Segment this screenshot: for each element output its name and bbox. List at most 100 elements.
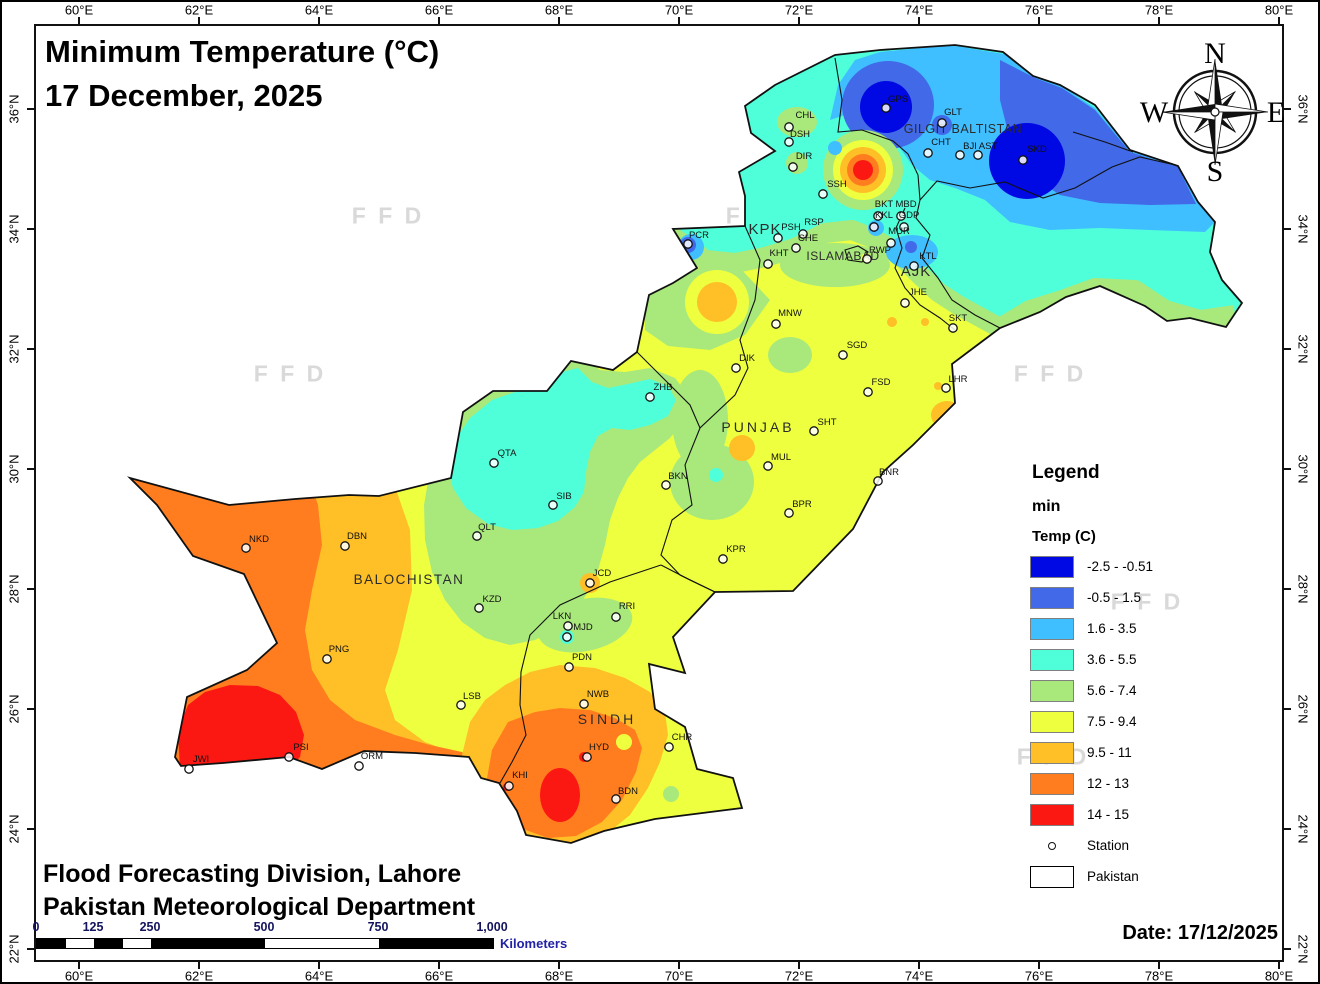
station-marker[interactable] (340, 541, 350, 551)
station-marker[interactable] (582, 752, 592, 762)
station-png[interactable]: PNG (322, 644, 349, 664)
station-bkt[interactable]: BKT (873, 199, 894, 221)
station-marker[interactable] (585, 578, 595, 588)
station-pcr[interactable]: PCR (683, 230, 709, 249)
station-orm[interactable]: ORM (354, 751, 383, 771)
station-marker[interactable] (354, 761, 364, 771)
station-dir[interactable]: DIR (788, 151, 813, 172)
station-marker[interactable] (788, 162, 798, 172)
station-dik[interactable]: DIK (731, 353, 756, 373)
station-marker[interactable] (241, 543, 251, 553)
station-marker[interactable] (771, 319, 781, 329)
station-khi[interactable]: KHI (504, 770, 528, 791)
station-marker[interactable] (862, 254, 872, 264)
station-marker[interactable] (900, 298, 910, 308)
station-ktl[interactable]: KTL (909, 251, 937, 271)
station-kzd[interactable]: KZD (474, 594, 502, 613)
station-marker[interactable] (563, 621, 573, 631)
station-kkl[interactable]: KKL (869, 210, 893, 232)
station-lhr[interactable]: LHR (941, 374, 968, 393)
station-marker[interactable] (322, 654, 332, 664)
station-marker[interactable] (683, 239, 693, 249)
station-marker[interactable] (948, 323, 958, 333)
station-marker[interactable] (869, 222, 879, 232)
station-marker[interactable] (773, 233, 783, 243)
station-kpr[interactable]: KPR (718, 544, 746, 564)
station-dbn[interactable]: DBN (340, 531, 367, 551)
station-marker[interactable] (472, 531, 482, 541)
station-marker[interactable] (664, 742, 674, 752)
station-ssh[interactable]: SSH (818, 179, 847, 199)
station-marker[interactable] (863, 387, 873, 397)
station-marker[interactable] (661, 480, 671, 490)
station-marker[interactable] (579, 699, 589, 709)
station-marker[interactable] (1018, 155, 1028, 165)
station-marker[interactable] (611, 794, 621, 804)
station-lkn[interactable]: LKN (553, 611, 573, 631)
station-sht[interactable]: SHT (809, 417, 837, 436)
station-che[interactable]: CHE (791, 233, 818, 253)
station-marker[interactable] (838, 350, 848, 360)
station-marker[interactable] (284, 752, 294, 762)
station-marker[interactable] (899, 222, 909, 232)
station-marker[interactable] (791, 243, 801, 253)
station-rri[interactable]: RRI (611, 601, 635, 622)
station-marker[interactable] (798, 229, 808, 239)
station-marker[interactable] (731, 363, 741, 373)
station-marker[interactable] (973, 150, 983, 160)
station-marker[interactable] (784, 508, 794, 518)
station-marker[interactable] (909, 261, 919, 271)
station-marker[interactable] (873, 476, 883, 486)
station-dsh[interactable]: DSH (784, 129, 810, 147)
station-marker[interactable] (923, 148, 933, 158)
station-marker[interactable] (504, 781, 514, 791)
station-marker[interactable] (955, 150, 965, 160)
station-mnw[interactable]: MNW (771, 308, 802, 329)
station-bji[interactable]: BJI (955, 141, 977, 160)
station-cht[interactable]: CHT (923, 137, 951, 158)
station-bnr[interactable]: BNR (873, 467, 899, 486)
station-mul[interactable]: MUL (763, 452, 791, 471)
station-rwp[interactable]: RWP (862, 245, 891, 264)
station-jwi[interactable]: JWI (184, 754, 209, 774)
station-glt[interactable]: GLT (937, 107, 962, 128)
station-bdn[interactable]: BDN (611, 786, 638, 804)
station-marker[interactable] (763, 259, 773, 269)
station-marker[interactable] (474, 603, 484, 613)
station-qta[interactable]: QTA (489, 448, 517, 468)
station-marker[interactable] (564, 662, 574, 672)
station-marker[interactable] (718, 554, 728, 564)
station-mur[interactable]: MUR (886, 226, 910, 248)
station-marker[interactable] (548, 500, 558, 510)
station-zhb[interactable]: ZHB (645, 382, 673, 402)
station-sib[interactable]: SIB (548, 491, 572, 510)
station-qlt[interactable]: QLT (472, 522, 496, 541)
station-nkd[interactable]: NKD (241, 534, 269, 553)
station-bpr[interactable]: BPR (784, 499, 812, 518)
station-marker[interactable] (763, 461, 773, 471)
station-marker[interactable] (784, 122, 794, 132)
station-lsb[interactable]: LSB (456, 691, 481, 710)
station-marker[interactable] (818, 189, 828, 199)
station-marker[interactable] (881, 103, 891, 113)
station-nwb[interactable]: NWB (579, 689, 609, 709)
station-gdp[interactable]: GDP (899, 210, 920, 232)
station-psh[interactable]: PSH (773, 222, 801, 243)
station-marker[interactable] (184, 764, 194, 774)
station-marker[interactable] (896, 211, 906, 221)
station-psi[interactable]: PSI (284, 742, 309, 762)
station-sgd[interactable]: SGD (838, 340, 868, 360)
station-marker[interactable] (489, 458, 499, 468)
station-marker[interactable] (562, 632, 572, 642)
station-marker[interactable] (873, 211, 883, 221)
station-marker[interactable] (937, 118, 947, 128)
station-skt[interactable]: SKT (948, 313, 968, 333)
station-rsp[interactable]: RSP (798, 217, 824, 239)
station-chl[interactable]: CHL (784, 110, 815, 132)
station-mbd[interactable]: MBD (895, 199, 917, 221)
station-kht[interactable]: KHT (763, 248, 789, 269)
station-marker[interactable] (456, 700, 466, 710)
station-skd[interactable]: SKD (1018, 144, 1047, 165)
station-marker[interactable] (941, 383, 951, 393)
